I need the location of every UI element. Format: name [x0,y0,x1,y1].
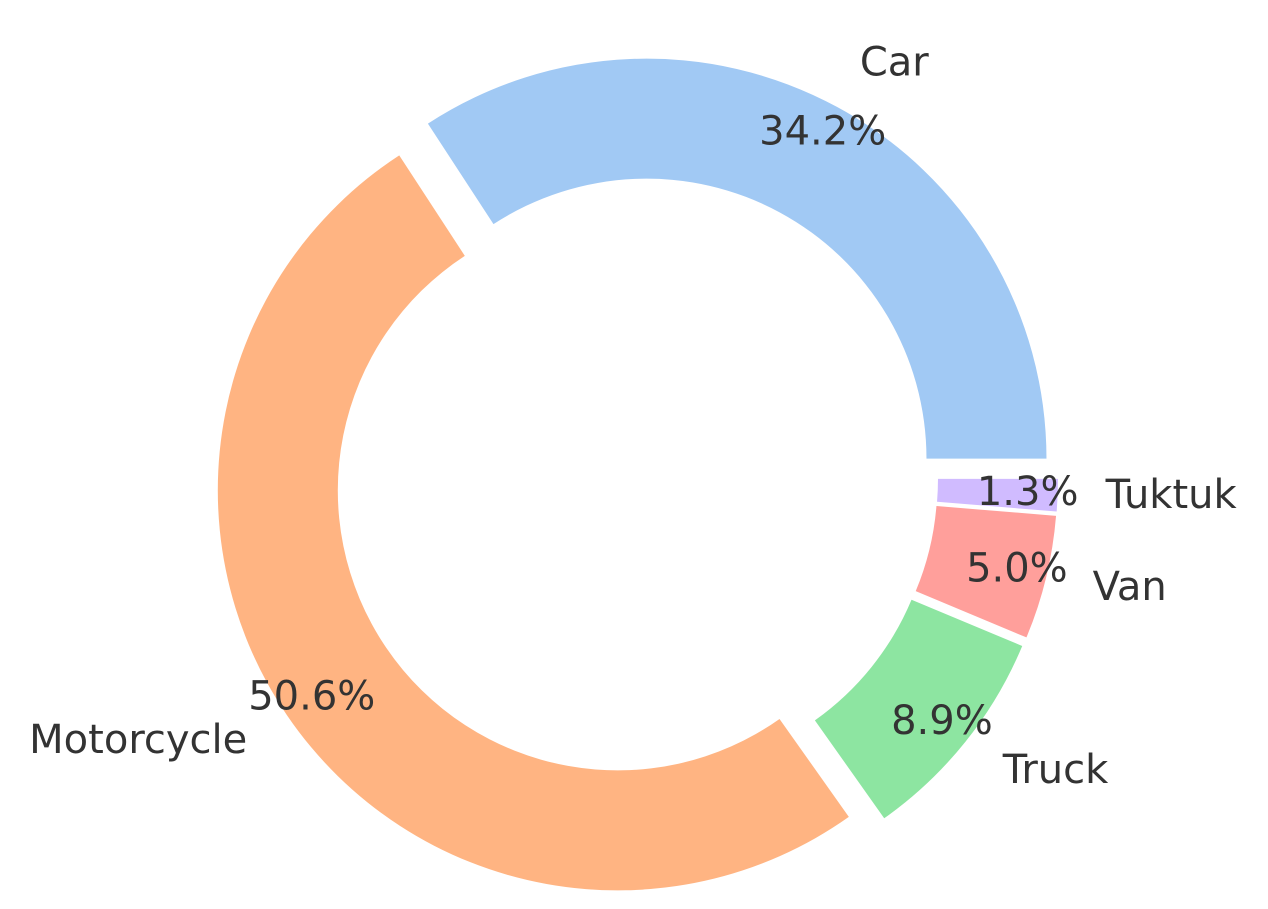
value-label: 50.6% [248,673,375,719]
value-label: 1.3% [977,469,1079,515]
value-label: 8.9% [891,698,993,744]
category-label: Van [1093,564,1167,610]
category-label: Car [860,40,929,86]
value-label: 5.0% [966,546,1068,592]
category-label: Truck [1002,747,1109,793]
wedge [937,478,1058,512]
wedge [217,155,849,891]
category-label: Tuktuk [1105,472,1238,518]
category-label: Motorcycle [29,717,247,763]
wedge [814,599,1023,819]
wedge [427,58,1047,459]
wedge [915,506,1057,638]
value-label: 34.2% [759,108,886,154]
